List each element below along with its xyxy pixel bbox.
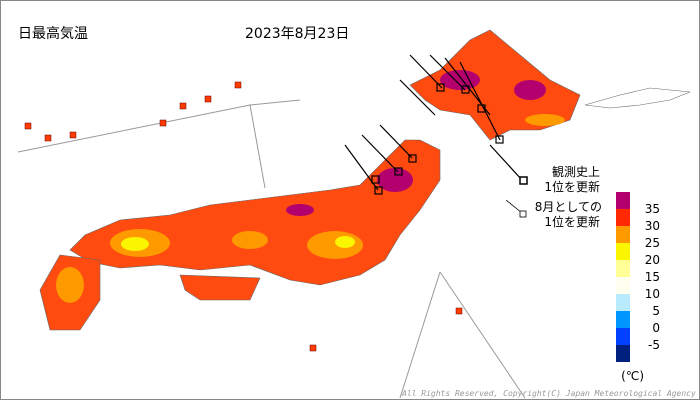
scale-label: 10 (645, 287, 660, 301)
legend-text: 観測史上 (552, 165, 600, 179)
scale-swatch (616, 260, 630, 277)
scale-swatch (616, 294, 630, 311)
scale-label: -5 (648, 338, 660, 352)
scale-swatch (616, 209, 630, 226)
inset-lines (17, 99, 526, 399)
marker-legend: 観測史上 1位を更新 8月としての 1位を更新 (489, 144, 602, 229)
record-pointers (344, 54, 504, 195)
scale-label: 25 (645, 236, 660, 250)
scale-label: 0 (652, 321, 660, 335)
legend-text: 1位を更新 (544, 179, 600, 194)
scale-swatch (616, 277, 630, 294)
scale-swatch (616, 345, 630, 362)
copyright: All Rights Reserved, Copyright(C) Japan … (401, 389, 696, 398)
scale-unit: (℃) (621, 369, 644, 383)
scale-label: 15 (645, 270, 660, 284)
color-scale: 35 30 25 20 15 10 5 0 -5 (616, 192, 660, 362)
scale-swatch (616, 328, 630, 345)
scale-swatch (616, 243, 630, 260)
scale-swatch (616, 226, 630, 243)
scale-swatch (616, 311, 630, 328)
scale-label: 5 (652, 304, 660, 318)
scale-label: 35 (645, 202, 660, 216)
map-date: 2023年8月23日 (245, 26, 349, 42)
legend-text: 1位を更新 (544, 214, 600, 229)
map-title: 日最高気温 (18, 25, 88, 42)
scale-label: 30 (645, 219, 660, 233)
islands (24, 81, 463, 352)
scale-label: 20 (645, 253, 660, 267)
legend-text: 8月としての (535, 200, 602, 214)
temperature-patches (56, 70, 565, 303)
scale-swatch (616, 192, 630, 209)
